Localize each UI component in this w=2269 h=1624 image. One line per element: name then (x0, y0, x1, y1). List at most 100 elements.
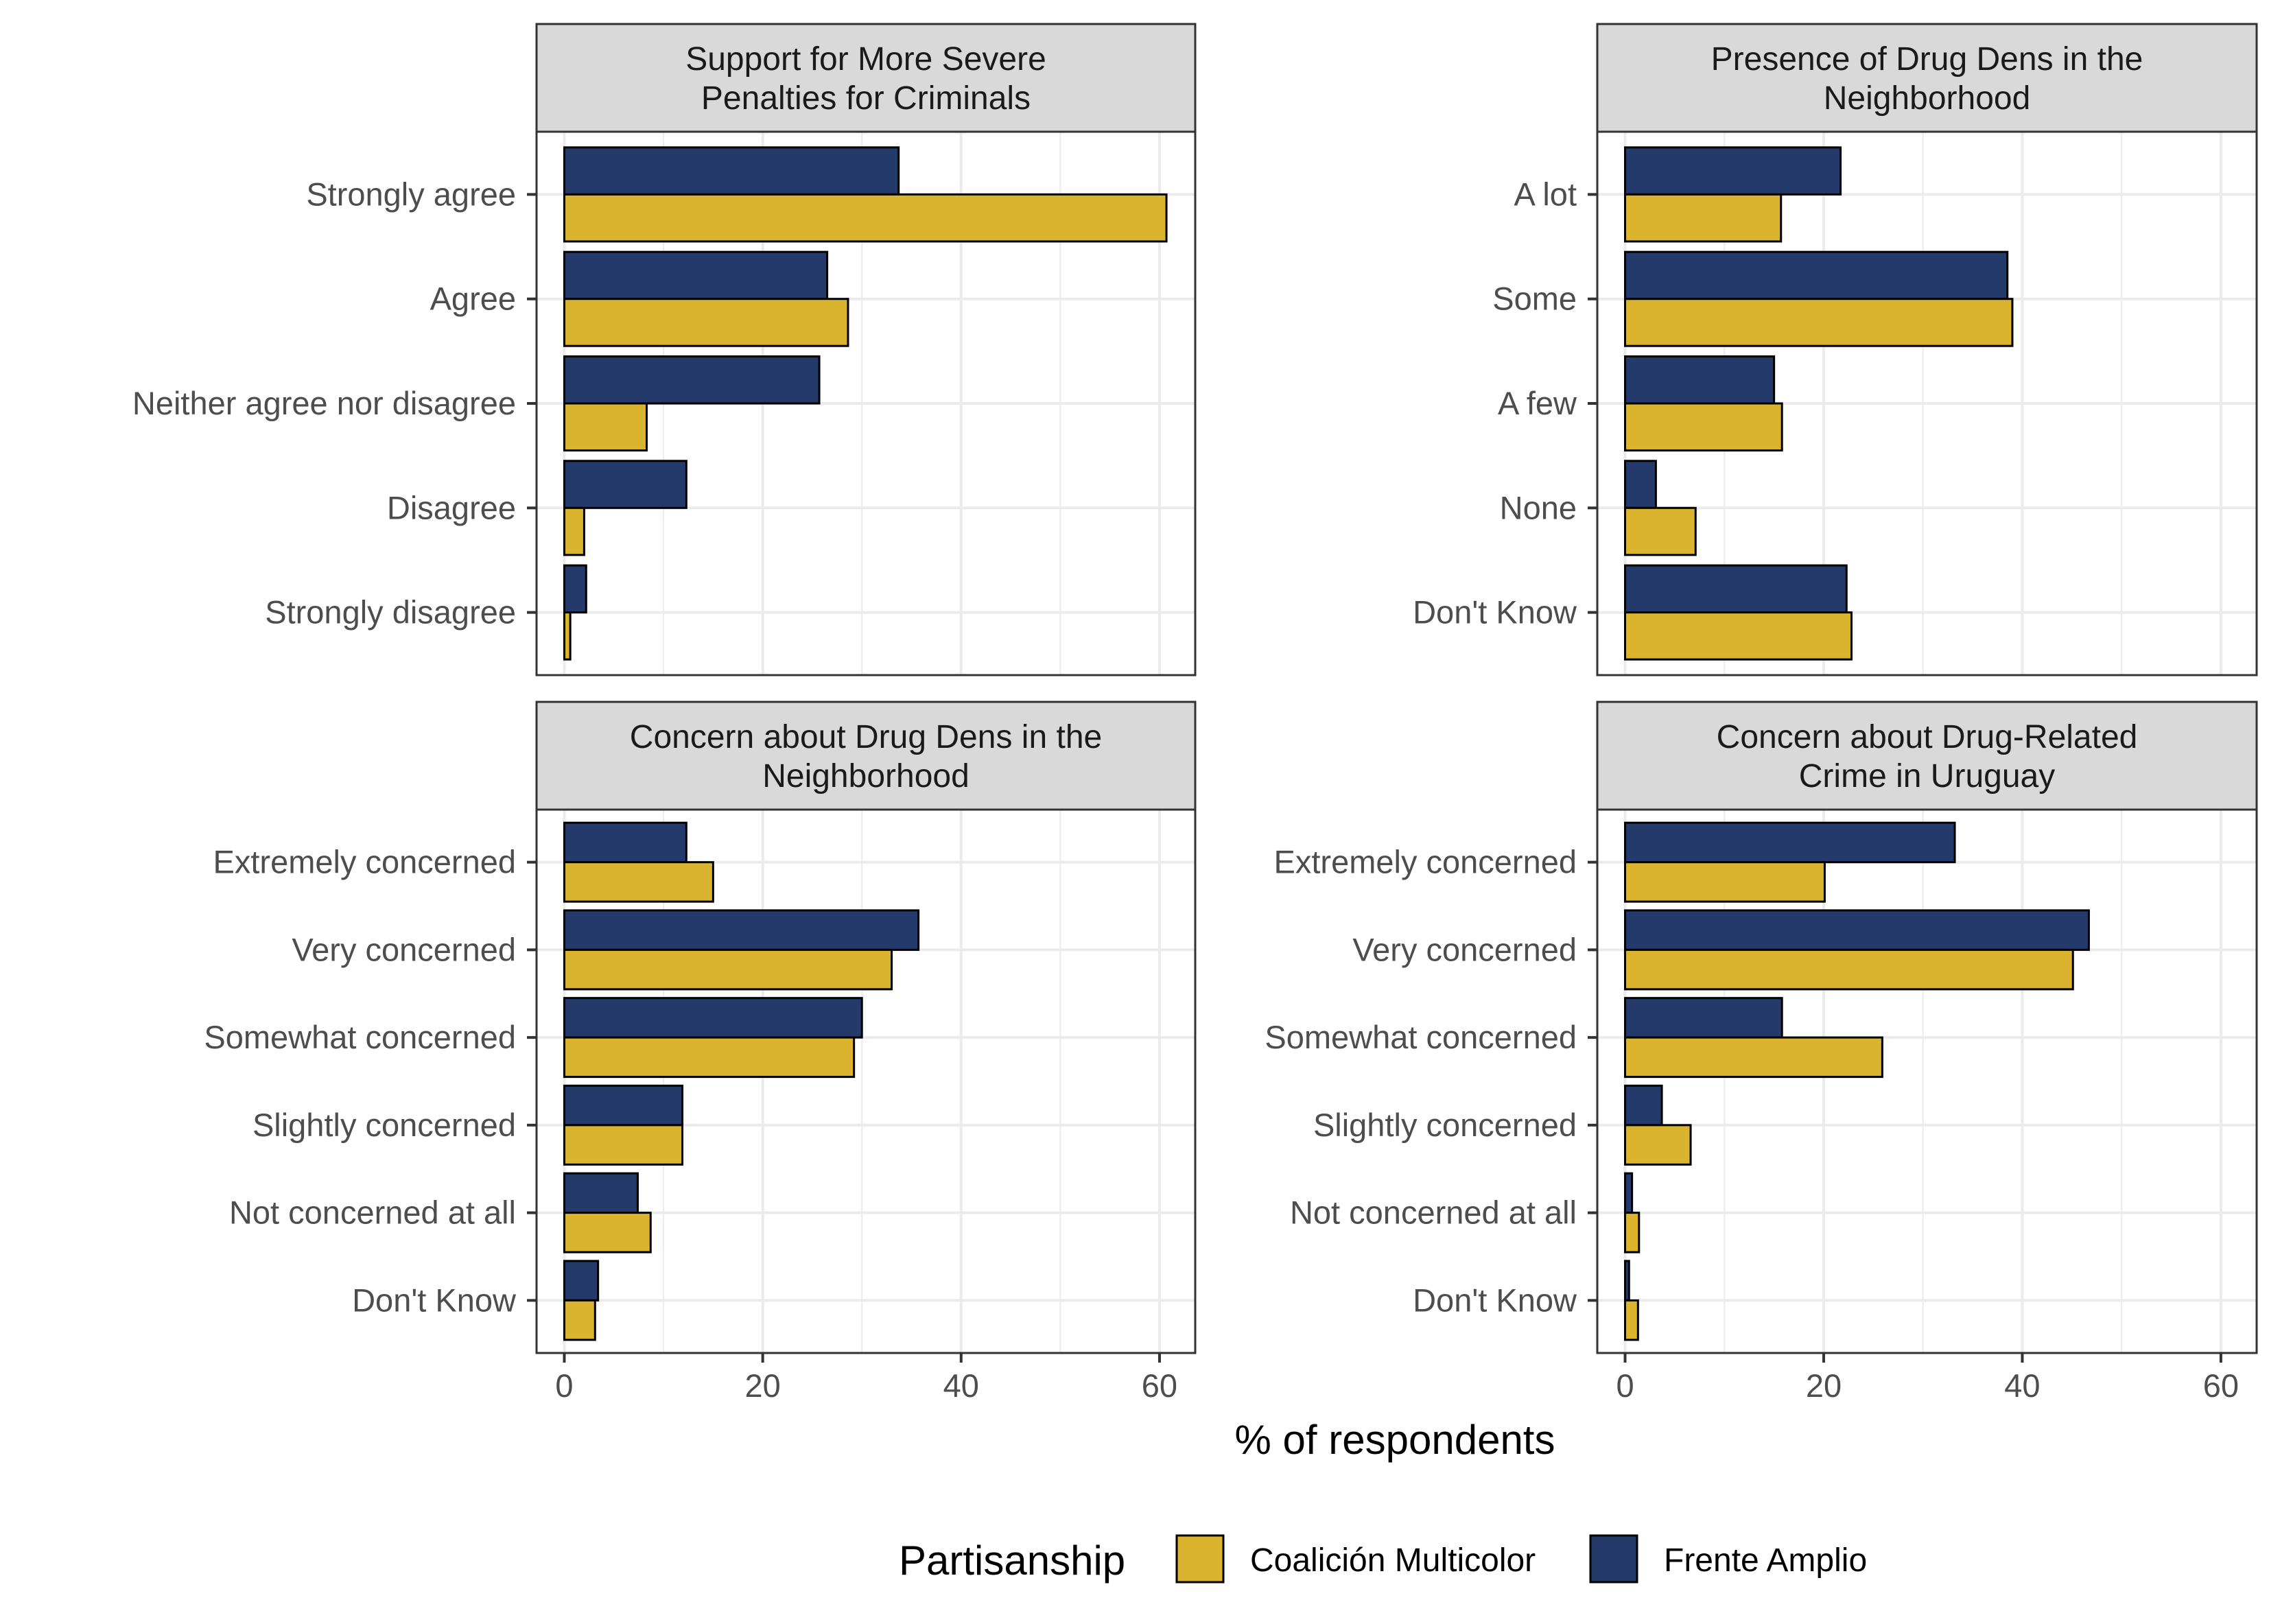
bar-frente-amplio (563, 997, 863, 1039)
bar-frente-amplio (1624, 250, 2009, 301)
bar-coalicion (563, 1036, 856, 1079)
y-tick-label: Very concerned (1352, 931, 1577, 967)
y-tick-label: Very concerned (292, 931, 516, 967)
facet-strip (1596, 23, 2258, 133)
y-tick-label: Disagree (387, 489, 516, 526)
panel-2: A lot Some A few None Don't Know Presence of … (1413, 23, 2258, 676)
bar-coalicion (1624, 298, 2014, 347)
bar-frente-amplio (563, 564, 587, 614)
legend-label-coalicion: Coalición Multicolor (1250, 1542, 1536, 1579)
facet-title: Support for More Severe (685, 41, 1046, 78)
bar-coalicion (1624, 948, 2074, 991)
facet-strip (535, 23, 1197, 133)
bar-frente-amplio (563, 909, 920, 951)
y-tick-label: A few (1498, 385, 1577, 421)
bar-frente-amplio (1624, 355, 1776, 405)
legend-key-coalicion (1175, 1534, 1225, 1584)
facet-title: Penalties for Criminals (701, 80, 1031, 117)
bar-coalicion (563, 402, 648, 452)
x-tick-label: 0 (555, 1367, 573, 1404)
y-tick-label: Strongly agree (306, 176, 516, 212)
y-tick-label: Don't Know (1413, 1282, 1577, 1318)
legend: Partisanship Coalición Multicolor Frente… (899, 1534, 1867, 1584)
bar-coalicion (1624, 193, 1783, 243)
facet-title: Neighborhood (1824, 80, 2031, 117)
legend-title: Partisanship (899, 1538, 1125, 1584)
x-axis-title: % of respondents (1235, 1417, 1555, 1463)
bar-coalicion (563, 861, 714, 903)
bar-coalicion (563, 611, 572, 661)
bar-coalicion (1624, 402, 1783, 452)
bar-coalicion (1624, 861, 1826, 903)
y-tick-label: Don't Know (352, 1282, 517, 1318)
y-tick-label: Some (1492, 281, 1577, 317)
x-tick-label: 60 (2203, 1367, 2239, 1404)
bar-frente-amplio (563, 1260, 600, 1302)
bar-frente-amplio (1624, 821, 1956, 864)
legend-key-frente-amplio (1589, 1534, 1638, 1584)
bar-coalicion (1624, 1212, 1641, 1254)
facet-title: Presence of Drug Dens in the (1711, 41, 2143, 78)
y-tick-label: Not concerned at all (1290, 1195, 1577, 1231)
y-tick-label: A lot (1514, 176, 1577, 212)
bar-frente-amplio (563, 460, 687, 509)
facet-title: Crime in Uruguay (1799, 758, 2055, 795)
y-tick-label: Neither agree nor disagree (132, 385, 516, 421)
bar-frente-amplio (1624, 1260, 1630, 1302)
bar-coalicion (1624, 611, 1853, 661)
bar-frente-amplio (563, 250, 829, 301)
panel-1: Strongly agree Agree Neither agree nor dis… (132, 23, 1197, 676)
bar-coalicion (1624, 1124, 1692, 1166)
x-tick-label: 20 (744, 1367, 780, 1404)
bar-frente-amplio (563, 1172, 639, 1214)
x-tick-label: 60 (1142, 1367, 1177, 1404)
facet-strip (1596, 701, 2258, 811)
bar-frente-amplio (1624, 564, 1848, 614)
facet-title: Neighborhood (762, 758, 969, 795)
bar-frente-amplio (563, 146, 900, 196)
bar-frente-amplio (563, 355, 821, 405)
y-tick-label: Slightly concerned (1313, 1107, 1577, 1143)
bar-coalicion (1624, 1299, 1639, 1341)
y-tick-label: None (1500, 489, 1577, 526)
bar-coalicion (563, 1299, 596, 1341)
bar-frente-amplio (1624, 997, 1783, 1039)
x-tick-label: 20 (1806, 1367, 1842, 1404)
y-tick-label: Slightly concerned (252, 1107, 516, 1143)
facet-panels: Strongly agree Agree Neither agree nor dis… (132, 23, 2258, 1404)
legend-label-frente-amplio: Frente Amplio (1664, 1542, 1867, 1579)
y-tick-label: Somewhat concerned (1265, 1019, 1577, 1055)
bar-coalicion (563, 948, 893, 991)
bar-frente-amplio (1624, 1084, 1663, 1127)
bar-frente-amplio (563, 1084, 684, 1127)
bar-coalicion (563, 1124, 684, 1166)
y-tick-label: Strongly disagree (265, 594, 516, 631)
bar-frente-amplio (1624, 146, 1842, 196)
x-tick-label: 0 (1616, 1367, 1634, 1404)
y-tick-label: Extremely concerned (1274, 844, 1577, 880)
y-tick-label: Extremely concerned (213, 844, 516, 880)
bar-coalicion (563, 506, 585, 556)
y-tick-label: Not concerned at all (229, 1195, 516, 1231)
bar-coalicion (563, 1212, 652, 1254)
bar-coalicion (1624, 1036, 1883, 1079)
bar-frente-amplio (1624, 460, 1657, 509)
y-tick-label: Don't Know (1413, 594, 1577, 631)
x-tick-label: 40 (943, 1367, 979, 1404)
bar-coalicion (563, 298, 849, 347)
bar-coalicion (1624, 506, 1697, 556)
bar-frente-amplio (563, 821, 687, 864)
facet-title: Concern about Drug-Related (1717, 719, 2138, 755)
x-tick-label: 40 (2004, 1367, 2040, 1404)
facet-strip (535, 701, 1197, 811)
panel-3: Extremely concerned Very concerned Somewha… (204, 701, 1197, 1404)
panel-4: Extremely concerned Very concerned Somewha… (1265, 701, 2258, 1404)
y-tick-label: Agree (430, 281, 516, 317)
bar-coalicion (563, 193, 1168, 243)
facet-title: Concern about Drug Dens in the (630, 719, 1102, 755)
bar-frente-amplio (1624, 1172, 1634, 1214)
bar-frente-amplio (1624, 909, 2090, 951)
y-tick-label: Somewhat concerned (204, 1019, 516, 1055)
